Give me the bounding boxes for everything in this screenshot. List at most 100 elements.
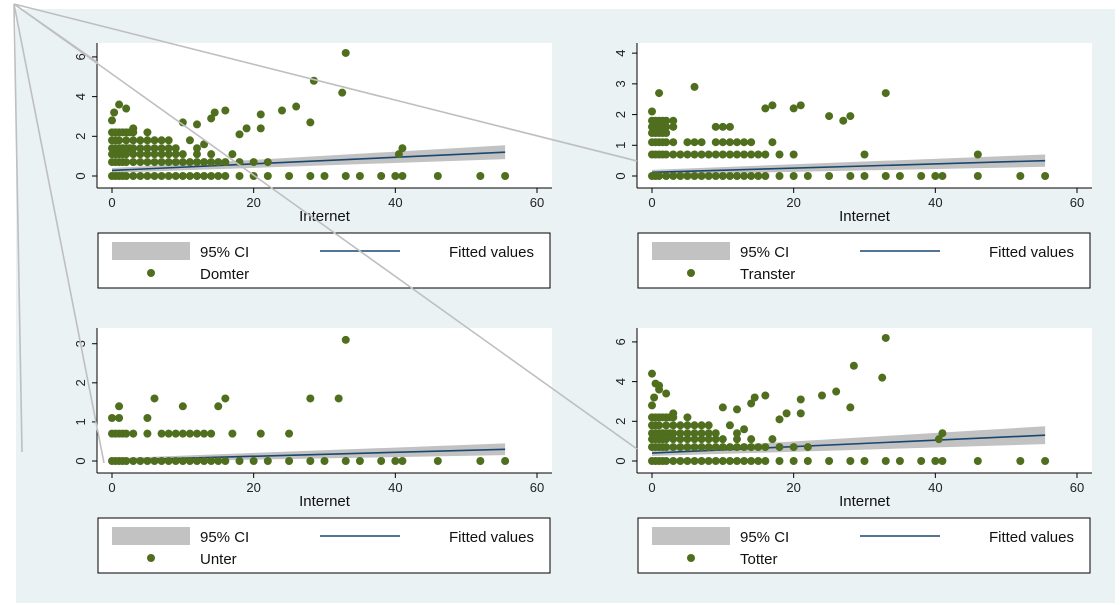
data-point [846,112,855,121]
data-point [285,172,294,180]
x-tick-label: 20 [246,480,260,495]
data-point [143,128,152,137]
data-point [789,443,798,452]
data-point [256,429,265,438]
data-point [150,394,159,403]
data-point [207,158,216,167]
data-point [341,335,350,344]
data-point [341,48,350,57]
data-point [782,409,791,418]
data-point [256,124,265,133]
x-axis-title: Internet [299,208,351,225]
data-point [200,172,209,180]
data-point [973,457,982,465]
data-point [193,120,201,129]
legend-series-label: Transter [740,266,795,283]
data-point [740,138,749,147]
x-tick-label: 40 [928,480,942,495]
legend: 95% CI Fitted values Totter [637,517,1091,574]
data-point [704,421,713,430]
data-point [761,443,770,452]
data-point [733,429,741,438]
data-point [306,172,315,180]
data-point [193,150,201,159]
data-point [648,369,656,378]
data-point [690,457,699,465]
data-point [263,158,272,167]
data-point [122,150,131,159]
data-point [394,150,403,159]
data-point [207,457,216,465]
data-point [320,457,329,465]
data-point [1016,172,1025,180]
data-point [200,457,209,465]
data-point [334,394,343,403]
data-point [711,150,720,159]
data-point [881,89,890,98]
data-point [754,150,763,159]
data-point [143,172,152,180]
data-point [761,172,770,180]
data-point [803,457,812,465]
data-point [164,144,173,153]
x-tick-label: 20 [786,480,800,495]
data-point [750,393,759,402]
y-tick-label: 0 [73,457,88,464]
data-point [221,457,230,465]
data-point [292,102,301,111]
x-tick-label: 60 [530,195,544,210]
data-point [115,100,124,109]
data-point [207,114,216,123]
data-point [683,138,692,147]
x-axis-title: Internet [839,493,891,510]
data-point [501,457,510,465]
data-point [355,172,364,180]
data-point [129,136,138,145]
data-point [136,144,145,153]
x-axis-title: Internet [839,208,891,225]
data-point [214,457,223,465]
data-point [676,150,685,159]
data-point [725,421,734,430]
data-point [185,457,194,465]
data-point [733,405,741,414]
data-point [178,172,187,180]
y-tick-label: 2 [613,111,628,118]
data-point [768,138,777,147]
data-point [718,435,727,444]
data-point [768,435,777,444]
data-point [676,421,685,430]
data-point [164,457,173,465]
data-point [235,172,244,180]
data-point [185,429,194,438]
data-point [235,457,244,465]
data-point [676,443,685,452]
data-point [669,443,678,452]
data-point [789,172,798,180]
data-point [108,414,116,422]
data-point [136,158,145,167]
data-point [704,443,713,452]
data-point [725,457,734,465]
data-point [1016,457,1025,465]
data-point [157,457,166,465]
data-point [775,457,784,465]
y-tick-label: 4 [613,50,628,57]
data-point [122,104,131,113]
data-point [136,136,145,145]
data-point [697,429,706,438]
data-point [207,429,216,438]
data-point [171,144,180,153]
data-point [747,457,756,465]
data-point [761,150,770,159]
data-point [655,172,664,180]
data-point [740,443,749,452]
data-point [377,457,386,465]
data-point [263,457,272,465]
data-point [171,429,180,438]
data-point [200,140,209,149]
data-point [690,138,699,147]
data-point [711,435,720,444]
data-point [122,158,131,167]
